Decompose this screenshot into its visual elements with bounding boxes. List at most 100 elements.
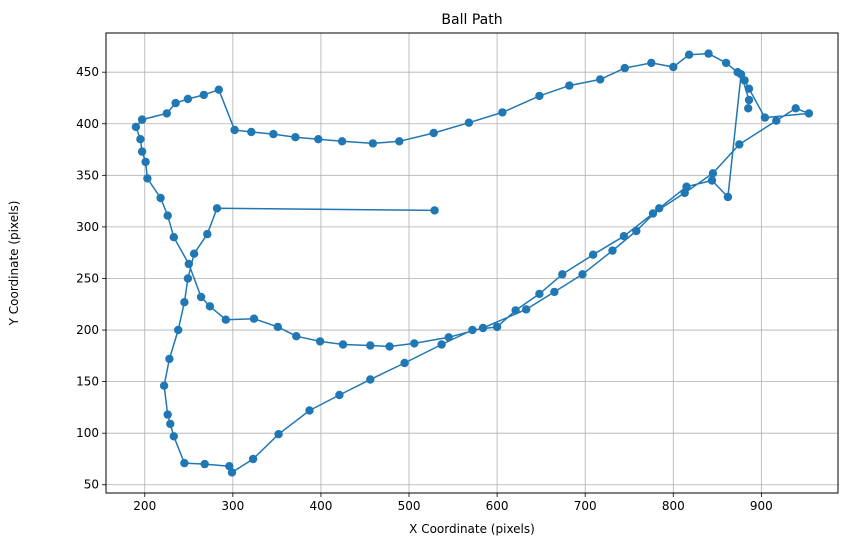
ball-position-point xyxy=(183,274,193,283)
y-tick-label: 50 xyxy=(84,478,99,492)
ball-position-point xyxy=(247,127,256,137)
x-tick-label: 600 xyxy=(486,499,509,513)
ball-position-point xyxy=(137,147,147,156)
ball-position-point xyxy=(214,85,223,94)
ball-position-point xyxy=(578,270,587,279)
x-tick-label: 900 xyxy=(750,499,773,513)
ball-position-point xyxy=(478,323,488,333)
x-tick-label: 800 xyxy=(662,499,685,513)
ball-position-point xyxy=(558,270,567,279)
ball-position-point xyxy=(735,140,744,149)
ball-position-point xyxy=(227,468,237,477)
ball-position-point xyxy=(550,287,559,297)
ball-position-point xyxy=(565,81,574,90)
ball-position-point xyxy=(200,459,209,469)
ball-position-point xyxy=(221,315,230,324)
ball-position-point xyxy=(180,298,189,307)
ball-position-point xyxy=(648,209,658,218)
ball-position-point xyxy=(335,390,344,400)
ball-position-point xyxy=(744,84,754,93)
ball-position-point xyxy=(498,108,507,117)
ball-position-point xyxy=(772,116,781,125)
ball-position-point xyxy=(444,333,453,342)
ball-position-point xyxy=(708,169,718,178)
x-tick-label: 200 xyxy=(133,499,156,513)
x-axis-label: X Coordinate (pixels) xyxy=(409,522,535,536)
ball-position-point xyxy=(744,104,753,113)
ball-position-point xyxy=(707,176,717,185)
ball-position-point xyxy=(804,109,814,118)
ball-position-point xyxy=(337,137,347,146)
ball-position-point xyxy=(744,95,754,105)
ball-position-point xyxy=(366,341,375,350)
ball-position-point xyxy=(159,381,169,390)
y-tick-label: 450 xyxy=(76,65,99,79)
ball-position-point xyxy=(199,90,208,100)
ball-position-point xyxy=(212,204,222,213)
ball-position-point xyxy=(205,302,215,311)
ball-position-point xyxy=(704,49,713,58)
ball-position-point xyxy=(163,211,172,220)
x-tick-label: 300 xyxy=(221,499,244,513)
ball-position-point xyxy=(203,229,212,239)
ball-position-point xyxy=(249,314,259,323)
ball-position-point xyxy=(395,137,404,146)
ball-position-point xyxy=(137,115,147,124)
ball-position-point xyxy=(305,406,314,415)
ball-position-point xyxy=(596,75,605,84)
series-ball-path xyxy=(131,49,814,477)
ball-position-point xyxy=(315,337,325,346)
y-tick-label: 300 xyxy=(76,220,99,234)
ball-position-point xyxy=(400,358,409,368)
ball-position-point xyxy=(274,430,283,439)
ball-position-point xyxy=(196,292,206,302)
y-tick-label: 250 xyxy=(76,271,99,285)
ball-position-point xyxy=(230,125,239,135)
y-axis-label: Y Coordinate (pixels) xyxy=(7,201,21,327)
ball-position-point xyxy=(511,306,520,315)
ball-position-point xyxy=(535,289,544,299)
ball-position-point xyxy=(410,339,419,348)
ball-position-point xyxy=(169,233,178,242)
ball-position-point xyxy=(740,76,749,85)
grid xyxy=(106,33,838,493)
ball-position-point xyxy=(682,182,691,191)
ball-position-point xyxy=(143,174,152,183)
ball-position-point xyxy=(619,232,629,241)
ball-position-point xyxy=(169,432,178,441)
x-tick-label: 400 xyxy=(309,499,332,513)
ball-position-point xyxy=(156,193,165,203)
ball-position-point xyxy=(464,118,474,127)
ball-position-point xyxy=(171,98,180,108)
ball-position-point xyxy=(723,192,733,202)
chart-title: Ball Path xyxy=(441,12,502,28)
ball-position-point xyxy=(736,70,746,79)
ball-position-point xyxy=(437,340,446,349)
ball-position-point xyxy=(430,206,439,215)
y-tick-label: 400 xyxy=(76,117,99,131)
ball-position-point xyxy=(183,94,193,104)
ball-position-point xyxy=(608,246,617,255)
ball-position-point xyxy=(189,249,199,258)
y-tick-label: 100 xyxy=(76,426,99,440)
ball-position-point xyxy=(174,325,183,335)
y-tick-label: 350 xyxy=(76,168,99,182)
ball-position-point xyxy=(632,226,641,236)
ball-position-point xyxy=(385,342,394,351)
ball-position-point xyxy=(647,58,656,68)
x-tick-label: 700 xyxy=(574,499,597,513)
ball-position-point xyxy=(162,109,171,118)
ball-position-point xyxy=(721,58,731,68)
ball-position-point xyxy=(141,157,150,167)
ball-position-point xyxy=(684,50,694,59)
ball-position-point xyxy=(292,332,301,341)
ball-position-point xyxy=(522,305,531,314)
plot-frame xyxy=(105,32,839,494)
ball-position-point xyxy=(269,129,278,139)
ball-position-point xyxy=(760,113,770,122)
y-axis-ticks: 50 100 150 200 250 300 350 400 450 xyxy=(76,65,106,492)
axes xyxy=(105,32,839,494)
ball-position-point xyxy=(620,63,629,73)
y-tick-label: 200 xyxy=(76,323,99,337)
